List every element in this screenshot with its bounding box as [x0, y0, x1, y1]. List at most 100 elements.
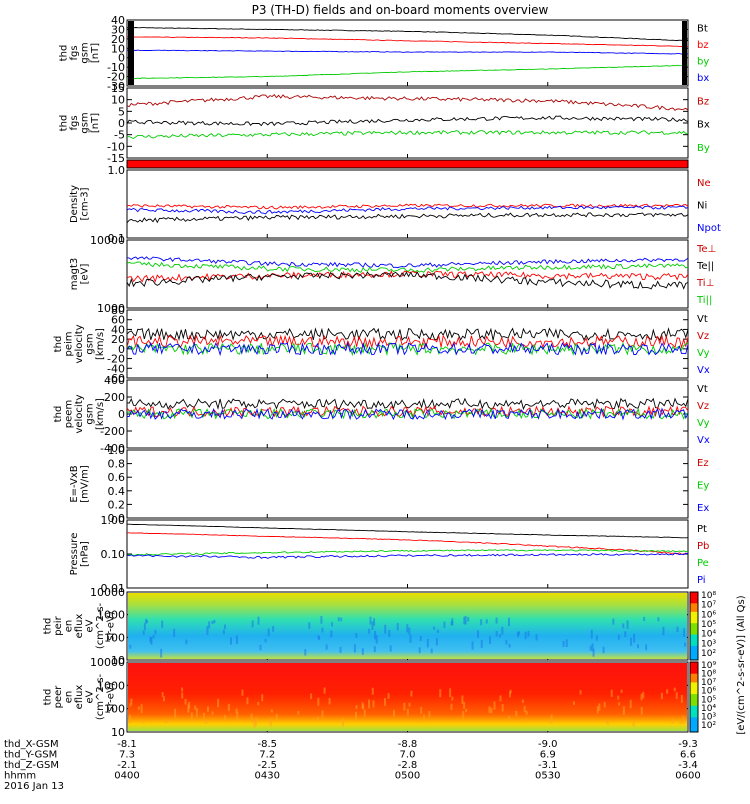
- colorbar-segment: [690, 714, 698, 718]
- spectrogram-speckle: [403, 702, 406, 711]
- spectrogram-speckle: [371, 621, 374, 630]
- x-column-value: 7.0: [400, 750, 416, 761]
- y-axis-label: gsm: [85, 403, 96, 424]
- spectrogram-speckle: [353, 644, 356, 653]
- colorbar-segment: [690, 667, 698, 672]
- spectrogram-speckle: [375, 635, 378, 644]
- spectrogram-speckle: [501, 704, 504, 712]
- spectrogram-speckle: [161, 620, 164, 628]
- series-Vt: [126, 397, 689, 411]
- spectrogram-speckle: [516, 631, 519, 638]
- y-axis-label: fgs: [69, 45, 80, 60]
- spectrogram-speckle: [550, 714, 553, 724]
- spectrogram-speckle: [383, 698, 386, 706]
- y-axis-label: eV: [85, 619, 96, 632]
- y-axis-label: [nT]: [90, 43, 101, 63]
- y-tick-label: 0: [118, 343, 125, 356]
- colorbar-tick-label: 10⁷: [701, 601, 716, 611]
- spectrogram-speckle: [142, 719, 145, 724]
- panel-8: 10000 1000 100 10 thd peir en eflux eV (cm^2-s-sr…: [43, 586, 689, 667]
- spectrogram-speckle: [490, 707, 493, 714]
- colorbar-segment: [690, 708, 698, 713]
- spectrogram-speckle: [339, 646, 342, 653]
- y-axis-label: peir: [53, 615, 64, 635]
- spectrogram-speckle: [340, 617, 343, 622]
- colorbar-segment: [690, 711, 698, 715]
- colorbar-segment: [690, 657, 698, 661]
- spectrogram-speckle: [657, 617, 660, 622]
- spectrogram-speckle: [255, 717, 258, 726]
- spectrogram-speckle: [211, 620, 214, 625]
- x-column-value: -2.1: [117, 760, 137, 771]
- colorbar-segment: [690, 697, 698, 701]
- colorbar-segment: [690, 648, 698, 652]
- y-axis-label: eflux: [74, 614, 85, 639]
- spectrogram-speckle: [269, 718, 272, 727]
- spectrogram-speckle: [680, 695, 683, 703]
- y-axis-label: thd: [53, 336, 64, 353]
- y-axis-label: thd: [53, 406, 64, 423]
- spectrogram-speckle: [330, 630, 333, 638]
- legend-entry: Npot: [697, 223, 721, 234]
- spectrogram-speckle: [450, 703, 453, 710]
- x-column-value: 6.9: [540, 750, 556, 761]
- spectrogram-speckle: [451, 696, 454, 701]
- y-tick-label: 100: [104, 631, 125, 644]
- spectrogram-speckle: [297, 710, 300, 715]
- spectrogram-speckle: [410, 690, 413, 697]
- spectrogram-speckle: [202, 712, 205, 719]
- colorbar-segment: [690, 702, 698, 707]
- spectrogram-speckle: [595, 635, 598, 641]
- x-column-value: 0530: [535, 771, 560, 782]
- y-axis-label: peem: [64, 400, 75, 428]
- legend-entry: Ez: [697, 458, 709, 469]
- spectrogram-speckle: [257, 701, 260, 706]
- spectrogram-speckle: [640, 693, 643, 701]
- spectrogram-speckle: [643, 616, 646, 622]
- spectrogram-speckle: [217, 698, 220, 708]
- spectrogram-speckle: [161, 692, 164, 697]
- legend-entry: Pb: [697, 541, 709, 552]
- spectrogram-speckle: [626, 620, 629, 629]
- y-tick-label: 1.0: [108, 444, 126, 457]
- spectrogram-speckle: [524, 631, 527, 640]
- spectrogram-speckle: [355, 632, 358, 638]
- spectrogram-speckle: [603, 701, 606, 708]
- spectrogram-speckle: [508, 643, 511, 648]
- colorbar-segment: [690, 623, 698, 627]
- spectrogram-speckle: [253, 720, 256, 728]
- panel-frame: [126, 449, 689, 519]
- y-tick-label: 60: [111, 314, 125, 327]
- colorbar-segment: [690, 626, 698, 630]
- spectrogram-speckle: [622, 623, 625, 629]
- flag-bar: [126, 159, 689, 169]
- colorbar-tick-label: 10⁸: [701, 670, 716, 680]
- spectrogram-speckle: [267, 628, 270, 637]
- colorbar-segment: [690, 726, 698, 730]
- colorbar-segment: [690, 654, 698, 658]
- spectrogram-speckle: [630, 637, 633, 646]
- x-column-value: 7.3: [119, 750, 135, 761]
- spectrogram-speckle: [683, 628, 686, 637]
- spectrogram-speckle: [320, 615, 323, 624]
- spectrogram-speckle: [535, 634, 538, 641]
- colorbar-tick-label: 10⁶: [701, 687, 716, 697]
- y-tick-label: -60: [107, 372, 125, 385]
- spectrogram-speckle: [660, 692, 663, 700]
- colorbar-segment: [690, 645, 698, 650]
- colorbar-frame: [689, 591, 699, 661]
- colorbar-segment: [690, 676, 698, 680]
- colorbar-segment: [690, 597, 698, 601]
- x-row-label: thd_Z-GSM: [4, 760, 59, 771]
- spectrogram-speckle: [477, 630, 480, 638]
- colorbar-segment: [690, 628, 698, 633]
- spectrogram-speckle: [251, 718, 254, 723]
- y-tick-label: 20: [111, 33, 125, 46]
- legend-entry: Bx: [697, 120, 710, 131]
- spectrogram-speckle: [250, 713, 253, 719]
- spectrogram-speckle: [149, 636, 152, 643]
- spectrogram-speckle: [184, 698, 187, 705]
- y-axis-label: [mV/m]: [79, 465, 90, 503]
- y-axis-label: Density: [69, 185, 80, 223]
- colorbar-tick-label: 10³: [701, 639, 716, 649]
